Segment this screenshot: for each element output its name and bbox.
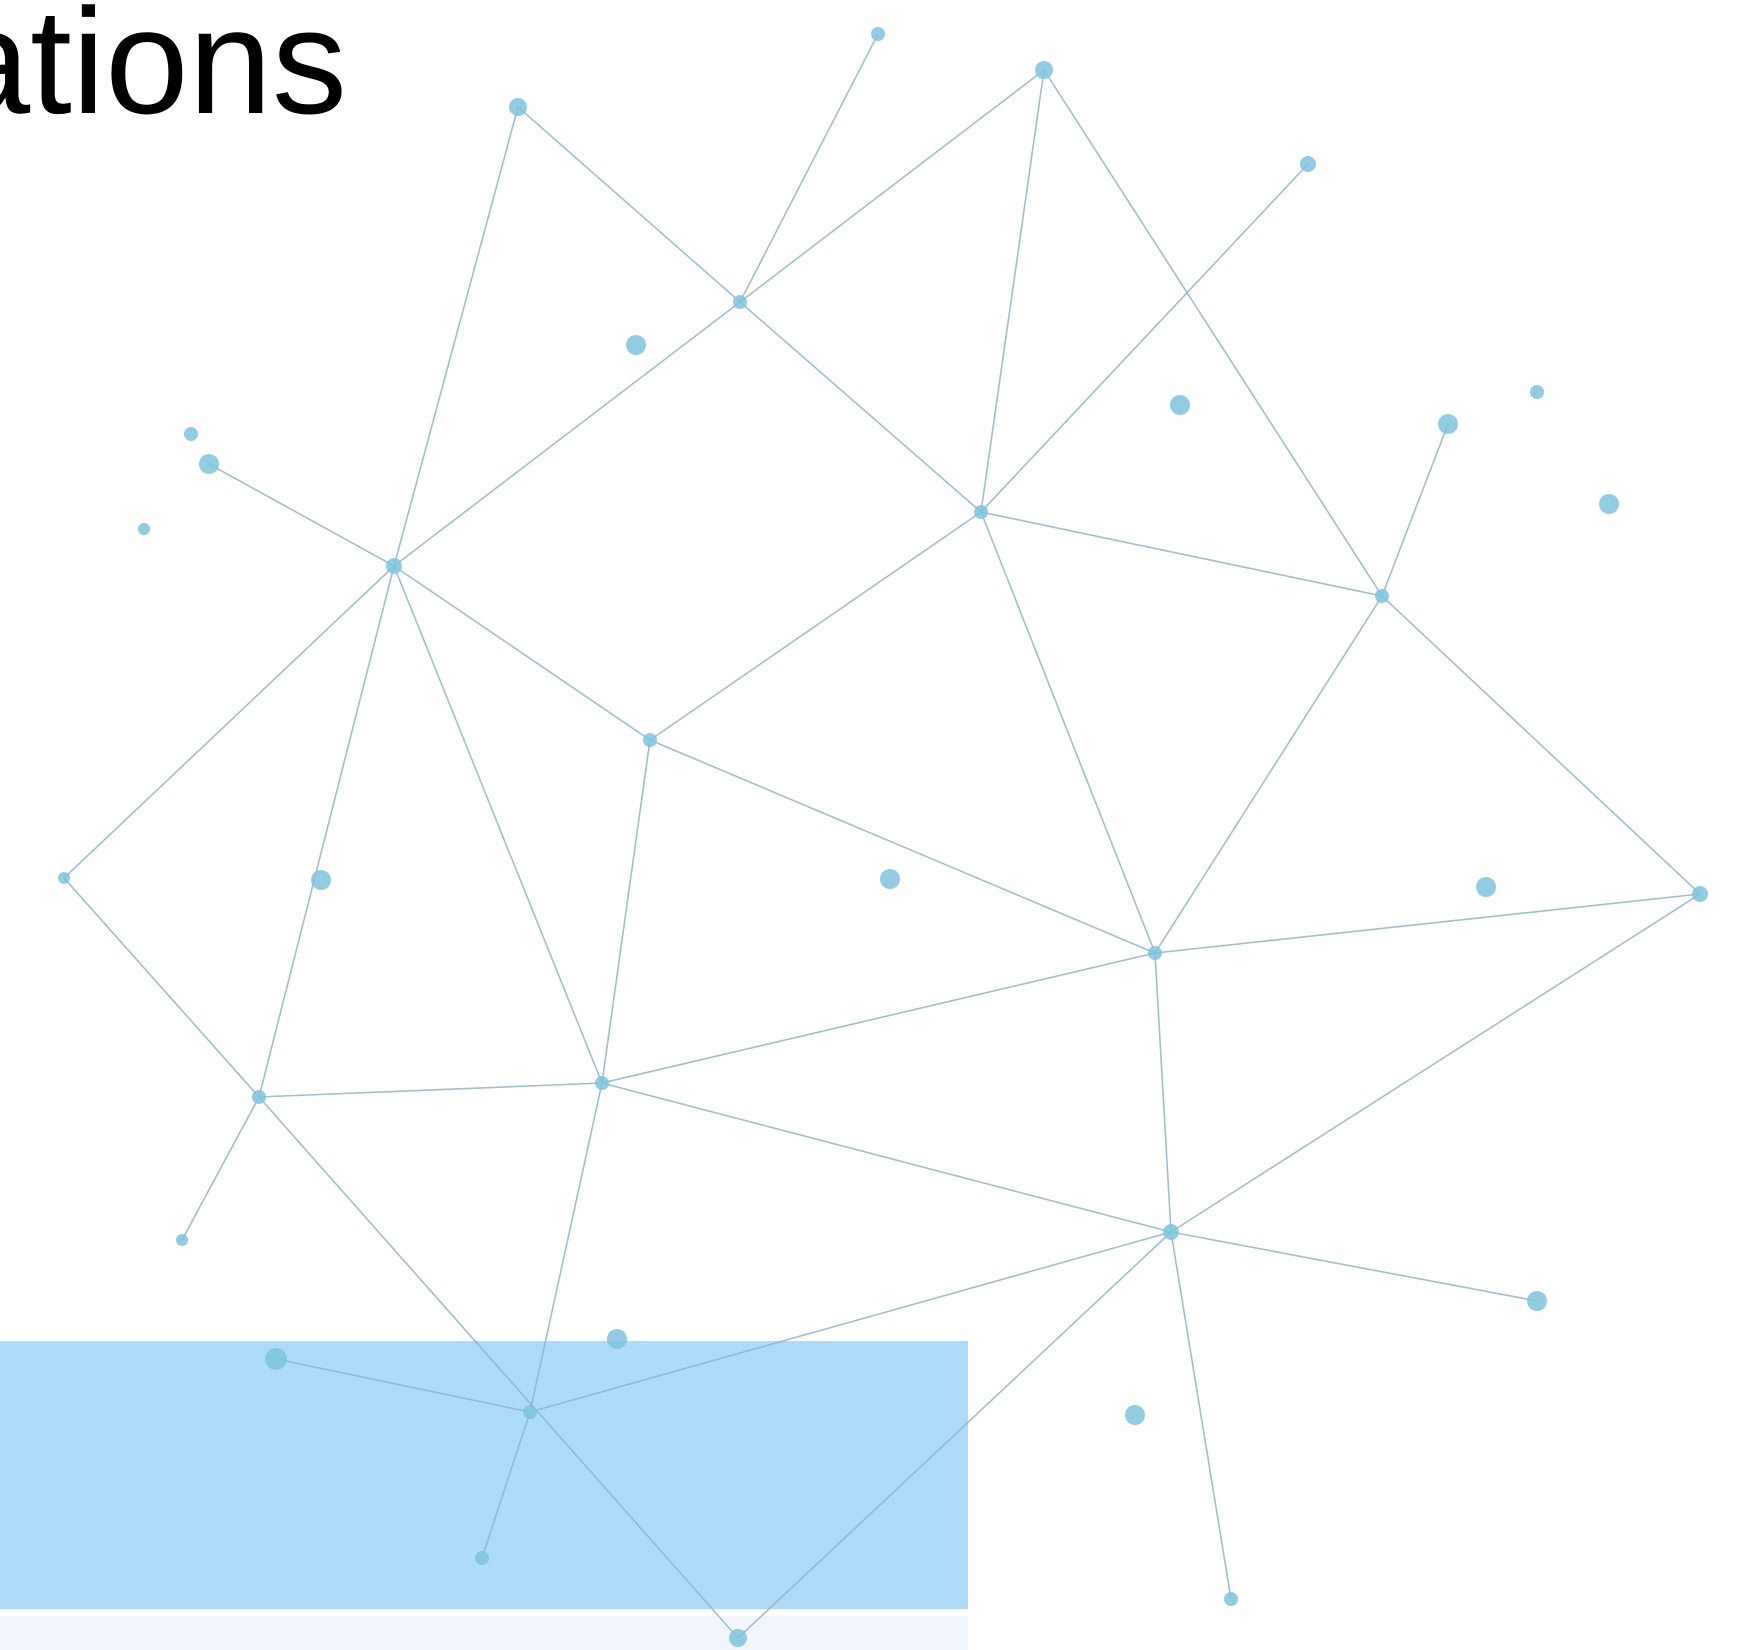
network-link xyxy=(650,512,981,740)
network-node xyxy=(311,870,331,890)
highlight-box xyxy=(0,1341,968,1609)
network-node xyxy=(1170,395,1190,415)
network-link xyxy=(740,34,878,302)
network-link xyxy=(650,740,1155,953)
network-node xyxy=(509,98,527,116)
network-link xyxy=(394,302,740,566)
network-node xyxy=(138,523,150,535)
network-link xyxy=(1382,596,1700,894)
network-link xyxy=(259,566,394,1097)
network-node xyxy=(1476,877,1496,897)
network-node xyxy=(733,295,747,309)
network-node xyxy=(871,27,885,41)
network-node xyxy=(1530,385,1544,399)
network-node xyxy=(729,1629,747,1647)
network-link xyxy=(602,740,650,1083)
network-link xyxy=(394,566,602,1083)
network-link xyxy=(259,1083,602,1097)
network-node xyxy=(1148,946,1162,960)
network-link xyxy=(981,512,1382,596)
network-node xyxy=(595,1076,609,1090)
title: ations xyxy=(0,0,347,145)
network-node xyxy=(58,872,70,884)
network-link xyxy=(64,878,259,1097)
network-link xyxy=(182,1097,259,1240)
network-link xyxy=(1382,424,1448,596)
network-node xyxy=(1035,61,1053,79)
network-node xyxy=(1300,156,1316,172)
network-node xyxy=(1692,886,1708,902)
network-node xyxy=(626,335,646,355)
network-link xyxy=(394,107,518,566)
network-node xyxy=(523,1405,537,1419)
network-node xyxy=(265,1348,287,1370)
network-node xyxy=(1224,1592,1238,1606)
network-node xyxy=(880,869,900,889)
network-node xyxy=(1599,494,1619,514)
network-link xyxy=(602,953,1155,1083)
network-node xyxy=(643,733,657,747)
network-link xyxy=(1044,70,1382,596)
network-node xyxy=(607,1329,627,1349)
network-node xyxy=(974,505,988,519)
network-link xyxy=(209,464,394,566)
network-link xyxy=(64,566,394,878)
network-node xyxy=(1163,1224,1179,1240)
network-link xyxy=(1155,894,1700,953)
network-node xyxy=(176,1234,188,1246)
network-node xyxy=(386,558,402,574)
network-link xyxy=(602,1083,1171,1232)
network-link xyxy=(981,70,1044,512)
network-node xyxy=(252,1090,266,1104)
network-node xyxy=(475,1551,489,1565)
network-link xyxy=(740,302,981,512)
slide: ations xyxy=(0,0,1755,1650)
network-node xyxy=(184,427,198,441)
network-link xyxy=(1171,1232,1537,1301)
network-link xyxy=(740,70,1044,302)
network-node xyxy=(1375,589,1389,603)
network-link xyxy=(1155,596,1382,953)
network-link xyxy=(394,566,650,740)
network-link xyxy=(1155,953,1171,1232)
network-link xyxy=(1171,1232,1231,1599)
network-node xyxy=(1125,1405,1145,1425)
network-link xyxy=(981,512,1155,953)
network-link xyxy=(518,107,740,302)
bottom-bar xyxy=(0,1616,968,1650)
network-node xyxy=(1527,1291,1547,1311)
page: ations (() => { const data = JSON.parse(… xyxy=(0,0,1755,1650)
network-link xyxy=(1171,894,1700,1232)
network-link xyxy=(981,164,1308,512)
network-node xyxy=(1438,414,1458,434)
network-node xyxy=(199,454,219,474)
